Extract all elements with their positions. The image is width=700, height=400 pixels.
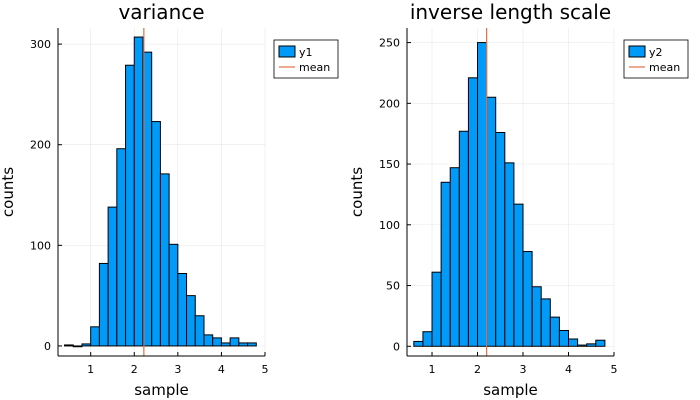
histogram-bar: [229, 337, 240, 347]
histogram-bar: [186, 295, 196, 347]
y-axis-label: counts: [348, 167, 366, 217]
histogram-bar: [98, 262, 109, 347]
y-tick-label: 0: [393, 340, 400, 353]
y-axis-label: counts: [0, 167, 17, 217]
legend-series-label: y1: [299, 46, 313, 59]
x-tick-label: 2: [131, 363, 138, 376]
histogram-bar: [116, 148, 127, 347]
histogram-bar: [133, 36, 144, 347]
x-tick-label: 5: [611, 363, 618, 376]
chart-panel-1: 1 2 3 4 5 0 100 200 300 variance sample counts y1 mea…: [0, 0, 339, 399]
histogram-bar: [81, 343, 92, 347]
y-tick-label: 50: [386, 280, 400, 293]
histogram-bar: [220, 342, 231, 347]
legend: y1 mean: [273, 39, 339, 79]
y-tick-label: 100: [379, 219, 400, 232]
legend-bar-swatch: [628, 45, 646, 58]
histogram-bar: [540, 298, 551, 347]
x-tick-label: 1: [429, 363, 436, 376]
histogram-bar: [422, 331, 433, 347]
histogram-bar: [72, 345, 83, 348]
chart-title: inverse length scale: [410, 0, 611, 24]
x-tick-label: 1: [87, 363, 94, 376]
histogram-bar: [467, 77, 479, 347]
y-tick-label: 300: [30, 38, 51, 51]
y-tick-label: 200: [30, 139, 51, 152]
histogram-bar: [458, 130, 469, 347]
y-tick-label: 150: [379, 158, 400, 171]
histogram-bar: [531, 286, 542, 347]
histogram-bar: [504, 162, 515, 347]
histogram-bar: [238, 342, 249, 347]
histogram-bar: [168, 243, 179, 347]
histogram-bar: [449, 167, 460, 347]
legend-bar-swatch: [278, 45, 296, 58]
histogram-bar: [558, 329, 570, 347]
histogram-bar: [495, 131, 506, 347]
histogram-bar: [64, 344, 74, 347]
histogram-bar: [577, 344, 588, 347]
histogram-bar: [522, 251, 533, 347]
y-tick-label: 100: [30, 239, 51, 252]
x-axis-label: sample: [134, 381, 189, 399]
histogram-bar: [440, 181, 451, 347]
histogram-bar: [431, 271, 442, 347]
histogram-bar: [595, 339, 606, 347]
x-tick-label: 2: [474, 363, 481, 376]
y-tick-label: 0: [44, 340, 51, 353]
histogram-bar: [107, 206, 118, 347]
histogram-bar: [90, 326, 100, 347]
histogram-bar: [413, 340, 424, 347]
x-axis-label: sample: [483, 381, 538, 399]
legend-mean-label: mean: [649, 61, 680, 74]
x-tick-label: 3: [174, 363, 181, 376]
histogram-bar: [177, 272, 188, 347]
histogram-bar: [477, 42, 488, 347]
histogram-bar: [513, 203, 524, 347]
histogram-bar: [586, 343, 597, 347]
y-tick-label: 250: [379, 37, 400, 50]
x-tick-label: 3: [520, 363, 527, 376]
x-tick-label: 4: [565, 363, 572, 376]
legend: y2 mean: [623, 39, 689, 79]
histogram-bar: [486, 96, 497, 347]
histogram-bar: [549, 316, 560, 347]
histogram-bar: [151, 121, 161, 347]
y-tick-label: 200: [379, 97, 400, 110]
histogram-bar: [568, 338, 579, 347]
histogram-bar: [247, 342, 257, 347]
histogram-bar: [159, 173, 170, 347]
chart-title: variance: [118, 0, 204, 24]
x-tick-label: 4: [218, 363, 225, 376]
legend-series-label: y2: [649, 46, 663, 59]
legend-mean-label: mean: [299, 61, 330, 74]
x-tick-label: 5: [262, 363, 269, 376]
histogram-bar: [125, 64, 135, 347]
histogram-bar: [212, 337, 222, 347]
histogram-bar: [203, 334, 214, 347]
histogram-bar: [194, 315, 205, 347]
